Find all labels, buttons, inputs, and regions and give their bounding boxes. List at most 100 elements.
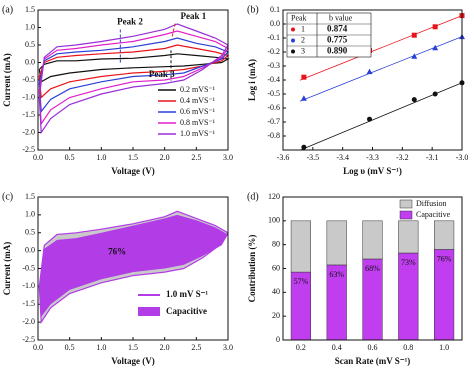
value-label: 76% (437, 254, 452, 263)
y-tick-label: -2.0 (22, 317, 35, 326)
y-tick-label: 1.5 (25, 192, 35, 201)
x-tick-label: 0.4 (332, 343, 342, 352)
y-tick-label: -0.6 (267, 103, 280, 112)
y-tick-label: -1.5 (22, 299, 35, 308)
panel-label: (a) (2, 4, 13, 15)
y-tick-label: 1.0 (25, 22, 35, 31)
y-tick-label: -0.7 (267, 117, 280, 126)
y-tick-label: 40 (272, 287, 280, 296)
legend-label: 1.0 mVS⁻¹ (180, 129, 216, 138)
x-tick-label: 2.0 (160, 153, 170, 162)
y-tick-label: -2.0 (22, 127, 35, 136)
value-label: 57% (294, 277, 309, 286)
legend-label: 1 (301, 24, 305, 33)
y-tick-label: 1.0 (25, 210, 35, 219)
x-tick-label: 2.0 (160, 343, 170, 352)
plot-frame (37, 196, 229, 341)
y-tick-label: -0.2 (267, 47, 280, 56)
peak-label: Peak 3 (149, 69, 175, 79)
y-tick-label: -0.1 (267, 33, 280, 42)
y-axis-title: Current (mA) (2, 53, 12, 107)
y-tick-label: -0.5 (22, 75, 35, 84)
table-header: Peak (291, 13, 307, 22)
cv-curve (38, 23, 229, 135)
x-axis-title: Log υ (mV S⁻¹) (343, 166, 402, 176)
value-label: 63% (329, 270, 344, 279)
y-tick-label: 20 (272, 311, 280, 320)
peak-label: Peak 2 (117, 16, 143, 26)
table-cell: 0.775 (327, 35, 348, 45)
legend-swatch (399, 210, 413, 220)
cv-curve (38, 53, 230, 83)
value-label: 68% (365, 264, 380, 273)
legend-label: Capacitive (166, 306, 207, 316)
legend-label: 3 (301, 46, 305, 55)
bar-segment (398, 220, 419, 254)
y-tick-label: 100 (268, 216, 280, 225)
y-tick-label: -0.8 (267, 131, 280, 140)
x-tick-label: -3.1 (426, 153, 439, 162)
point (432, 44, 439, 51)
x-tick-label: 0.2 (296, 343, 306, 352)
x-tick-label: 3.0 (223, 153, 233, 162)
legend-label: 0.8 mVS⁻¹ (180, 118, 216, 127)
y-tick-label: 0.0 (25, 245, 35, 254)
x-tick-label: 0.5 (65, 153, 75, 162)
y-tick-label: 60 (272, 263, 280, 272)
x-tick-label: -3.6 (277, 153, 290, 162)
bar-segment (326, 220, 347, 266)
x-tick-label: -3.5 (306, 153, 319, 162)
plot-frame (37, 9, 229, 151)
legend-label: 1.0 mV S⁻¹ (166, 289, 208, 299)
fit-line (299, 82, 463, 151)
bar-segment (290, 220, 311, 273)
point (411, 53, 418, 59)
y-tick-label: 0.5 (25, 40, 35, 49)
point (301, 74, 307, 80)
table-cell: 0.874 (327, 24, 348, 34)
legend-label: 0.6 mVS⁻¹ (180, 107, 216, 116)
y-tick-label: -2.5 (22, 145, 35, 154)
x-tick-label: 0.6 (368, 343, 378, 352)
legend-label: 0.2 mVS⁻¹ (180, 85, 216, 94)
value-label: 73% (401, 258, 416, 267)
legend-swatch (291, 27, 295, 32)
y-axis-title: Current (mA) (2, 242, 12, 296)
legend-swatch (138, 307, 160, 316)
legend-swatch (291, 38, 295, 43)
point (411, 32, 417, 38)
point (432, 24, 438, 30)
y-tick-label: -0.5 (267, 89, 280, 98)
x-tick-label: 0.8 (403, 343, 413, 352)
table-cell: 0.890 (327, 46, 348, 56)
x-tick-label: 3.0 (223, 343, 233, 352)
legend-label: Diffusion (416, 199, 447, 208)
legend-label: 0.4 mVS⁻¹ (180, 96, 216, 105)
x-tick-label: 1.0 (96, 343, 106, 352)
x-axis-title: Voltage (V) (111, 356, 154, 366)
x-tick-label: -3.3 (366, 153, 379, 162)
bar-segment (434, 220, 455, 250)
y-tick-label: -0.3 (267, 61, 280, 70)
x-tick-label: -3.0 (456, 153, 469, 162)
x-tick-label: 1.0 (439, 343, 449, 352)
legend-label: Capacitive (416, 210, 451, 219)
y-tick-label: -1.0 (22, 92, 35, 101)
y-axis-title: Contribution (%) (247, 235, 257, 303)
x-tick-label: -3.4 (336, 153, 349, 162)
legend-label: 2 (301, 35, 305, 44)
y-tick-label: -0.4 (267, 75, 280, 84)
y-tick-label: -2.5 (22, 335, 35, 344)
x-axis-title: Voltage (V) (111, 166, 154, 176)
x-tick-label: -3.2 (396, 153, 409, 162)
plot-frame (282, 196, 463, 341)
bar-segment (362, 220, 383, 260)
x-axis-title: Scan Rate (mV S⁻¹) (335, 356, 411, 366)
y-tick-label: -1.5 (22, 110, 35, 119)
point (432, 91, 438, 97)
percent-label: 76% (108, 246, 126, 256)
x-tick-label: 1.5 (128, 343, 138, 352)
peak-label: Peak 1 (181, 11, 207, 21)
panel-label: (d) (247, 191, 259, 202)
